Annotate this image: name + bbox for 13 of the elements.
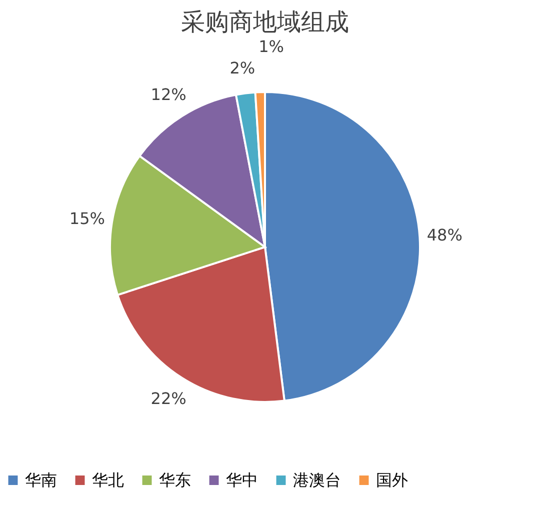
legend-label: 华北: [92, 470, 124, 490]
data-label: 1%: [258, 37, 284, 56]
chart-title: 采购商地域组成: [181, 8, 349, 36]
data-label: 12%: [150, 85, 186, 104]
data-label: 48%: [426, 226, 462, 245]
data-label: 15%: [69, 208, 105, 228]
legend-label: 港澳台: [293, 470, 341, 490]
legend-label: 华东: [159, 470, 191, 490]
legend-label: 国外: [376, 470, 408, 490]
data-label: 22%: [150, 388, 186, 408]
data-label: 2%: [230, 58, 256, 78]
legend-label: 华中: [226, 470, 258, 490]
legend-label: 华南: [25, 470, 57, 490]
